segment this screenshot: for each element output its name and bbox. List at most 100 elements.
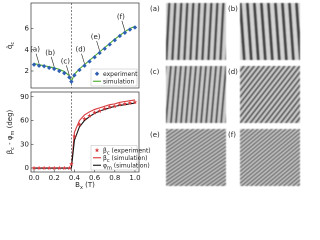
- marker: [69, 161, 74, 167]
- marker: [67, 75, 72, 80]
- marker: [92, 54, 97, 60]
- legend-label: φm (simulation): [103, 162, 150, 171]
- marker: [56, 165, 62, 170]
- image-c: [166, 66, 226, 123]
- marker: [87, 113, 92, 118]
- marker: [57, 68, 62, 74]
- y-tick-label: 4: [25, 46, 30, 54]
- annotation-arrow: [50, 56, 55, 67]
- image-a: [166, 3, 226, 60]
- annotation: (b): [45, 49, 55, 57]
- plot-frame: [30, 91, 140, 173]
- x-tick-label: 1.0: [129, 174, 140, 182]
- x-tick-label: 0.2: [49, 174, 60, 182]
- legend-label: simulation: [103, 78, 134, 85]
- marker: [77, 122, 82, 127]
- marker: [36, 63, 42, 68]
- legend-label-part: (simulation): [112, 162, 150, 169]
- series-line: [34, 102, 136, 169]
- legend-label: βc (simulation): [103, 154, 147, 163]
- marker: [132, 25, 138, 30]
- image-b: [240, 3, 300, 60]
- marker: [122, 30, 128, 35]
- legend-label-part: β: [103, 147, 107, 154]
- annotation: (e): [91, 33, 101, 41]
- marker: [51, 165, 57, 170]
- image-e: [166, 129, 226, 186]
- panel-label: (b): [228, 5, 238, 13]
- marker: [36, 165, 42, 170]
- annotation-arrow: [81, 53, 85, 64]
- x-axis-label: Bx (T): [75, 181, 95, 189]
- x-tick-label: 0.4: [69, 174, 81, 182]
- marker: [62, 70, 67, 76]
- legend-label-part: (experiment): [110, 147, 151, 154]
- x-axis-label-part: (T): [83, 181, 95, 189]
- marker: [82, 116, 87, 121]
- annotation-arrow: [66, 65, 70, 76]
- y-tick-label: 6: [25, 25, 30, 33]
- marker: [41, 64, 47, 69]
- marker: [77, 67, 82, 73]
- panel-label: (a): [150, 5, 160, 13]
- image-d: [240, 66, 300, 123]
- marker: [67, 165, 72, 170]
- marker: [127, 27, 133, 32]
- marker: [107, 42, 112, 47]
- marker: [112, 37, 117, 43]
- marker: [122, 101, 128, 106]
- figure: (a) (b) (c) (d) (e) (f) 2 4 6 q̃c (a) (b) (c) (…: [6, 2, 300, 189]
- legend-box: [90, 68, 138, 87]
- legend-marker: [94, 147, 100, 153]
- marker: [62, 165, 67, 170]
- marker: [97, 50, 102, 56]
- panel-label: (d): [228, 68, 238, 76]
- marker: [87, 59, 92, 64]
- y-axis-label: βc - φm (deg): [6, 109, 16, 154]
- y-axis-label-part: q̃: [6, 45, 14, 49]
- legend-label: experiment: [103, 70, 138, 77]
- panel-label: (c): [150, 68, 160, 76]
- legend-label-part: experiment: [103, 70, 138, 77]
- legend-label-part: simulation: [103, 78, 134, 85]
- annotation-arrow: [35, 53, 40, 64]
- annotation-arrow: [96, 40, 100, 52]
- legend-label-part: (simulation): [110, 154, 148, 161]
- y-axis-label-part: - φ: [6, 135, 14, 147]
- marker: [102, 106, 107, 111]
- y-tick-label: 0: [25, 164, 29, 172]
- marker: [102, 46, 107, 51]
- annotation: (a): [30, 46, 40, 54]
- y-tick-label: 30: [20, 140, 29, 148]
- marker: [31, 165, 37, 170]
- y-tick-label: 60: [20, 117, 29, 125]
- marker: [72, 133, 77, 139]
- x-axis-label-part: B: [75, 181, 80, 189]
- y-axis-label-part: m: [10, 130, 16, 135]
- annotation: (d): [76, 46, 86, 54]
- image-f: [240, 129, 300, 186]
- x-tick-label: 0.8: [109, 174, 120, 182]
- x-tick-label: 0.6: [89, 174, 101, 182]
- legend-label-part: φ: [103, 162, 107, 169]
- legend-label: βc (experiment): [103, 147, 151, 156]
- panel-label: (f): [228, 131, 236, 139]
- y-axis-label: q̃c: [6, 42, 16, 49]
- annotation-arrow: [121, 20, 126, 31]
- annotation: (c): [61, 57, 71, 65]
- plot-frame: [30, 2, 140, 89]
- legend-marker: [94, 71, 100, 76]
- series-line: [33, 25, 136, 84]
- y-axis-label-part: c: [10, 42, 16, 45]
- annotation: (f): [117, 13, 125, 21]
- marker: [92, 110, 97, 115]
- legend-label-part: β: [103, 154, 107, 161]
- legend-label-part: m: [107, 165, 112, 171]
- y-tick-label: 2: [25, 67, 29, 75]
- marker: [127, 100, 133, 106]
- marker: [112, 103, 118, 109]
- marker: [107, 104, 113, 109]
- marker: [72, 73, 77, 78]
- x-axis-label-part: x: [80, 185, 83, 190]
- marker: [52, 66, 57, 72]
